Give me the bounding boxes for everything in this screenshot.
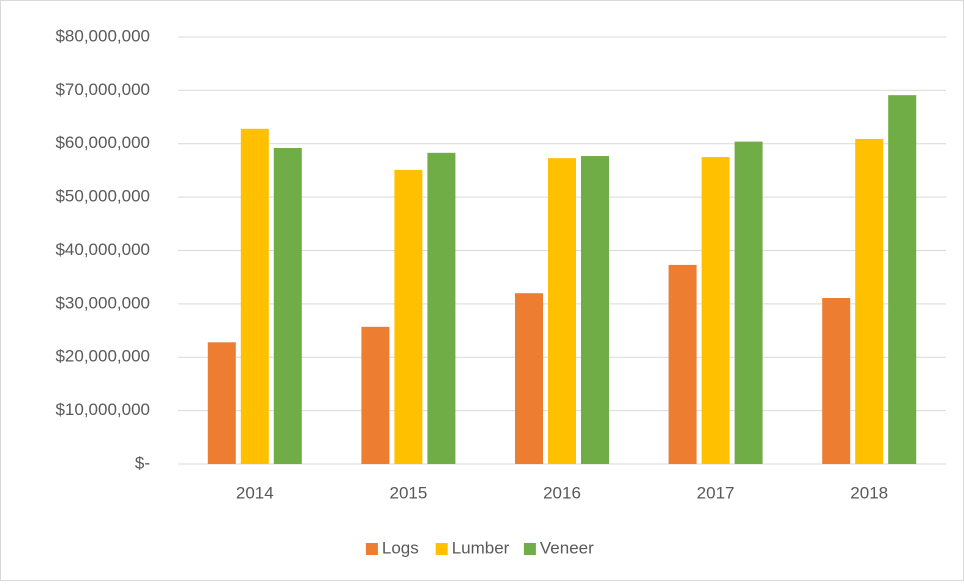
bar <box>734 141 763 465</box>
bar <box>515 293 543 464</box>
legend-swatch <box>435 543 448 555</box>
y-tick-label: $60,000,000 <box>55 133 150 152</box>
bar <box>394 169 423 464</box>
y-tick-label: $70,000,000 <box>55 80 150 99</box>
bar <box>855 138 884 465</box>
y-tick-label: $- <box>135 453 150 472</box>
bar <box>668 264 697 464</box>
bar <box>888 95 917 465</box>
x-tick-label: 2017 <box>697 483 735 502</box>
bar <box>273 148 302 464</box>
y-tick-label: $30,000,000 <box>55 293 150 312</box>
legend-swatch <box>523 543 536 555</box>
y-tick-label: $50,000,000 <box>55 187 150 206</box>
bar <box>581 156 609 464</box>
y-tick-label: $20,000,000 <box>55 347 150 366</box>
y-tick-label: $40,000,000 <box>55 240 150 259</box>
bar <box>207 342 236 464</box>
legend-label: Lumber <box>452 538 510 557</box>
legend-swatch <box>365 543 378 555</box>
bar <box>427 152 456 465</box>
bar <box>701 157 730 464</box>
x-tick-label: 2016 <box>543 483 581 502</box>
y-tick-label: $10,000,000 <box>55 400 150 419</box>
y-tick-label: $80,000,000 <box>55 26 150 45</box>
x-tick-label: 2014 <box>236 483 274 502</box>
bar <box>548 158 576 464</box>
x-tick-label: 2015 <box>389 483 427 502</box>
x-tick-label: 2018 <box>850 483 888 502</box>
bar <box>822 298 851 464</box>
legend-label: Veneer <box>540 538 594 557</box>
bar <box>361 326 390 464</box>
bar <box>240 128 269 464</box>
legend-label: Logs <box>382 538 419 557</box>
